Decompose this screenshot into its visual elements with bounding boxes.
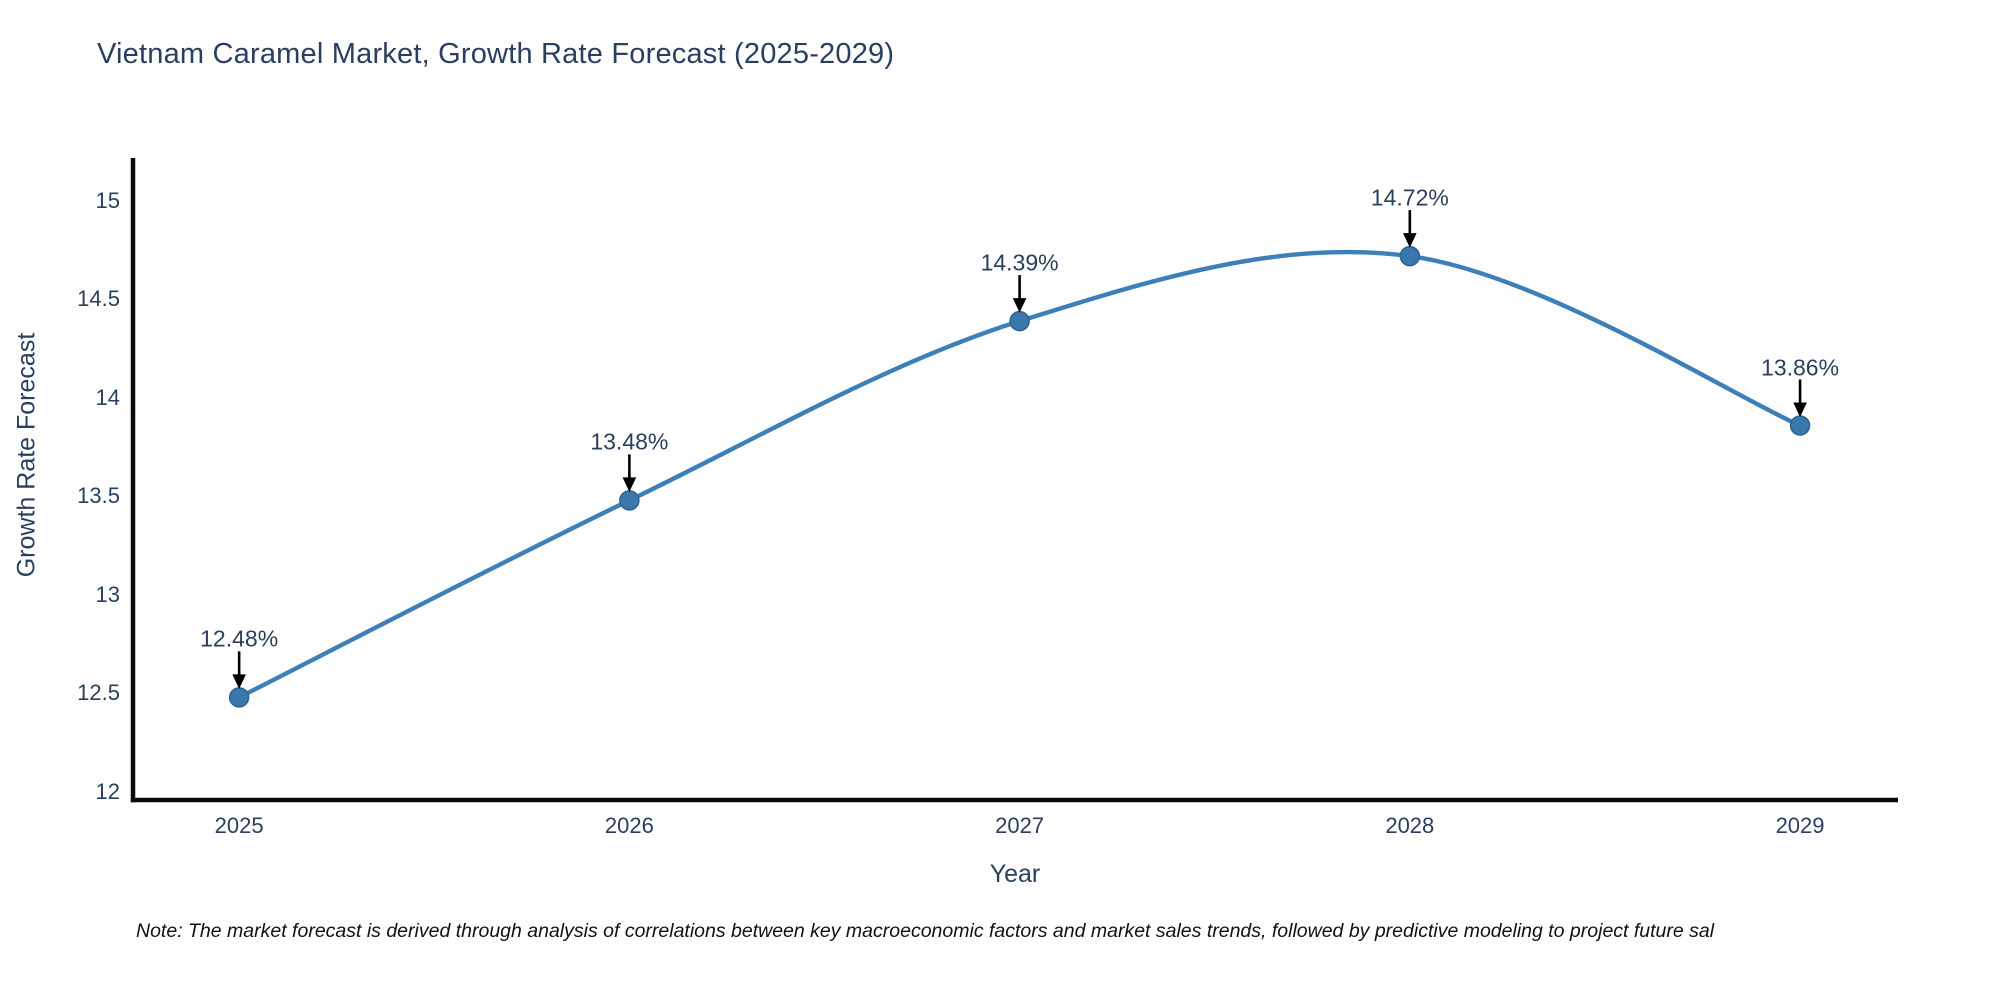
point-annotation: 14.39% <box>980 249 1059 276</box>
annotation-arrow-head <box>1012 298 1027 313</box>
x-tick-label: 2026 <box>604 813 654 838</box>
x-axis-title: Year <box>989 860 1041 888</box>
data-point-marker <box>1399 245 1421 267</box>
annotation-arrow-head <box>232 674 246 689</box>
y-tick-label: 12 <box>95 778 120 804</box>
point-annotation: 14.72% <box>1370 184 1449 211</box>
y-tick-label: 13.5 <box>77 483 120 509</box>
point-annotation: 13.48% <box>590 428 669 455</box>
y-tick-label: 14 <box>95 384 120 410</box>
data-point-marker <box>1009 310 1030 332</box>
y-tick-label: 15 <box>95 187 120 213</box>
y-tick-label: 14.5 <box>77 286 120 312</box>
footnote: Note: The market forecast is derived thr… <box>136 920 1715 942</box>
x-tick-label: 2029 <box>1775 813 1825 838</box>
data-point-marker <box>1789 415 1811 436</box>
y-tick-label: 13 <box>95 581 120 607</box>
x-tick-label: 2025 <box>214 813 264 838</box>
y-tick-label: 12.5 <box>77 680 120 706</box>
y-axis-title: Growth Rate Forecast <box>12 332 41 578</box>
data-point-marker <box>228 687 250 708</box>
chart-title: Vietnam Caramel Market, Growth Rate Fore… <box>97 38 895 70</box>
annotation-arrow-head <box>1403 233 1417 248</box>
x-tick-label: 2027 <box>995 813 1045 838</box>
point-annotation: 13.86% <box>1761 354 1840 381</box>
annotation-arrow-head <box>622 477 637 492</box>
data-point-marker <box>619 490 640 511</box>
x-tick-label: 2028 <box>1385 813 1435 838</box>
annotation-arrow-head <box>1793 402 1807 418</box>
point-annotation: 12.48% <box>200 625 279 652</box>
